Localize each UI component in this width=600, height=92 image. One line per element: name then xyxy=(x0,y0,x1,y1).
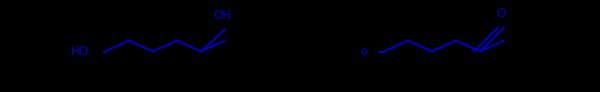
Text: HO: HO xyxy=(71,45,89,58)
Text: o: o xyxy=(361,45,368,58)
Text: O: O xyxy=(496,7,506,20)
Text: OH: OH xyxy=(213,9,231,22)
